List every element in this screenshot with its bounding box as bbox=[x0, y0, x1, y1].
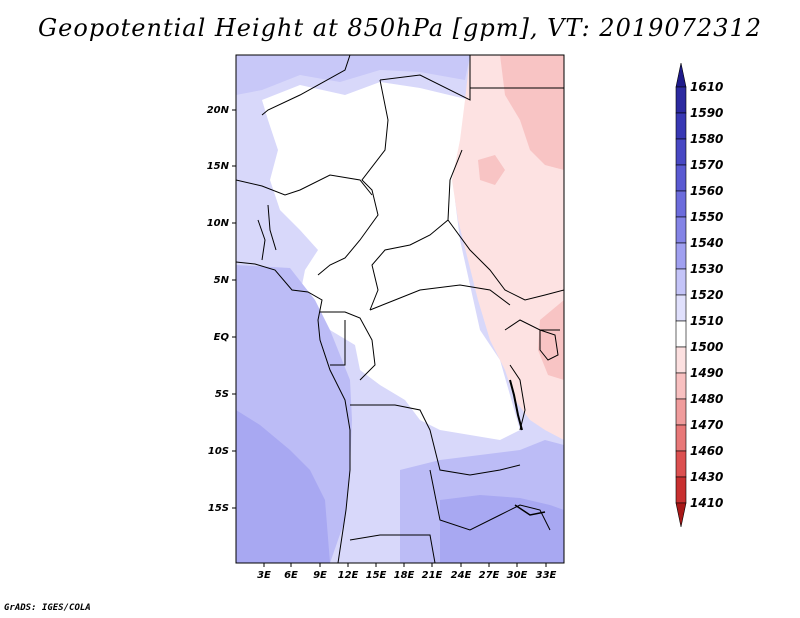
lon-label-15e: 15E bbox=[366, 570, 387, 581]
colorbar-swatches bbox=[675, 62, 687, 528]
latitude-axis: 20N 15N 10N 5N EQ 5S 10S 15S bbox=[207, 105, 236, 514]
colorbar-swatch bbox=[675, 112, 687, 140]
colorbar-label: 1560 bbox=[690, 184, 723, 198]
lon-label-18e: 18E bbox=[394, 570, 415, 581]
colorbar-label: 1500 bbox=[690, 340, 723, 354]
colorbar-label: 1520 bbox=[690, 288, 723, 302]
colorbar-swatch bbox=[675, 242, 687, 270]
colorbar-label: 1410 bbox=[690, 496, 723, 510]
colorbar-label: 1590 bbox=[690, 106, 723, 120]
lon-label-6e: 6E bbox=[284, 570, 298, 581]
field-1490-1500-b bbox=[478, 155, 505, 185]
lat-label-15n: 15N bbox=[207, 161, 230, 172]
colorbar-label: 1430 bbox=[690, 470, 723, 484]
map-title: Geopotential Height at 850hPa [gpm], VT:… bbox=[38, 14, 762, 42]
colorbar-swatch bbox=[675, 450, 687, 478]
colorbar-label: 1460 bbox=[690, 444, 723, 458]
colorbar-label: 1550 bbox=[690, 210, 723, 224]
colorbar-label: 1580 bbox=[690, 132, 723, 146]
lon-label-9e: 9E bbox=[313, 570, 327, 581]
map-panel: 20N 15N 10N 5N EQ 5S 10S 15S 3E 6E 9E 12… bbox=[207, 54, 565, 581]
lon-label-33e: 33E bbox=[536, 570, 557, 581]
colorbar-swatch bbox=[675, 86, 687, 114]
colorbar-swatch bbox=[675, 190, 687, 218]
colorbar-label: 1610 bbox=[690, 80, 723, 94]
colorbar-label: 1570 bbox=[690, 158, 723, 172]
colorbar-label: 1480 bbox=[690, 392, 723, 406]
grads-credit: GrADS: IGES/COLA bbox=[4, 603, 91, 613]
colorbar-swatch bbox=[675, 216, 687, 244]
colorbar-swatch bbox=[675, 320, 687, 348]
field-1540-1550-south bbox=[440, 495, 564, 563]
lon-label-3e: 3E bbox=[257, 570, 271, 581]
lon-label-12e: 12E bbox=[338, 570, 359, 581]
colorbar-swatch bbox=[675, 476, 687, 504]
colorbar-swatch bbox=[675, 138, 687, 166]
colorbar-label: 1490 bbox=[690, 366, 723, 380]
lat-label-20n: 20N bbox=[207, 105, 230, 116]
colorbar-swatch bbox=[675, 62, 687, 88]
lon-label-21e: 21E bbox=[422, 570, 443, 581]
map-frame bbox=[235, 54, 565, 564]
colorbar-swatch bbox=[675, 502, 687, 528]
longitude-axis: 3E 6E 9E 12E 15E 18E 21E 24E 27E 30E 33E bbox=[257, 563, 557, 581]
lat-label-10s: 10S bbox=[208, 446, 229, 457]
field-1490-1500-c bbox=[538, 300, 564, 380]
colorbar-label: 1540 bbox=[690, 236, 723, 250]
colorbar-swatch bbox=[675, 398, 687, 426]
colorbar-swatch bbox=[675, 294, 687, 322]
field-1490-1500 bbox=[500, 55, 564, 170]
country-borders bbox=[236, 55, 564, 563]
lon-label-27e: 27E bbox=[479, 570, 500, 581]
field-1530-1540-north bbox=[236, 55, 470, 95]
lat-label-5s: 5S bbox=[215, 389, 229, 400]
field-1540-1550-sw bbox=[236, 410, 330, 563]
colorbar-swatch bbox=[675, 268, 687, 296]
lat-label-5n: 5N bbox=[214, 275, 230, 286]
lat-label-10n: 10N bbox=[207, 218, 230, 229]
lon-label-30e: 30E bbox=[507, 570, 528, 581]
colorbar-labels: 1610 1590 1580 1570 1560 1550 1540 1530 1520 1510… bbox=[690, 80, 723, 510]
colorbar-swatch bbox=[675, 424, 687, 452]
lat-label-eq: EQ bbox=[214, 332, 230, 343]
colorbar-label: 1510 bbox=[690, 314, 723, 328]
colorbar: 1610 1590 1580 1570 1560 1550 1540 1530 1520 1510… bbox=[675, 62, 723, 528]
colorbar-swatch bbox=[675, 372, 687, 400]
colorbar-label: 1530 bbox=[690, 262, 723, 276]
lon-label-24e: 24E bbox=[451, 570, 472, 581]
lat-label-15s: 15S bbox=[208, 503, 229, 514]
colorbar-label: 1470 bbox=[690, 418, 723, 432]
colorbar-swatch bbox=[675, 346, 687, 374]
colorbar-swatch bbox=[675, 164, 687, 192]
